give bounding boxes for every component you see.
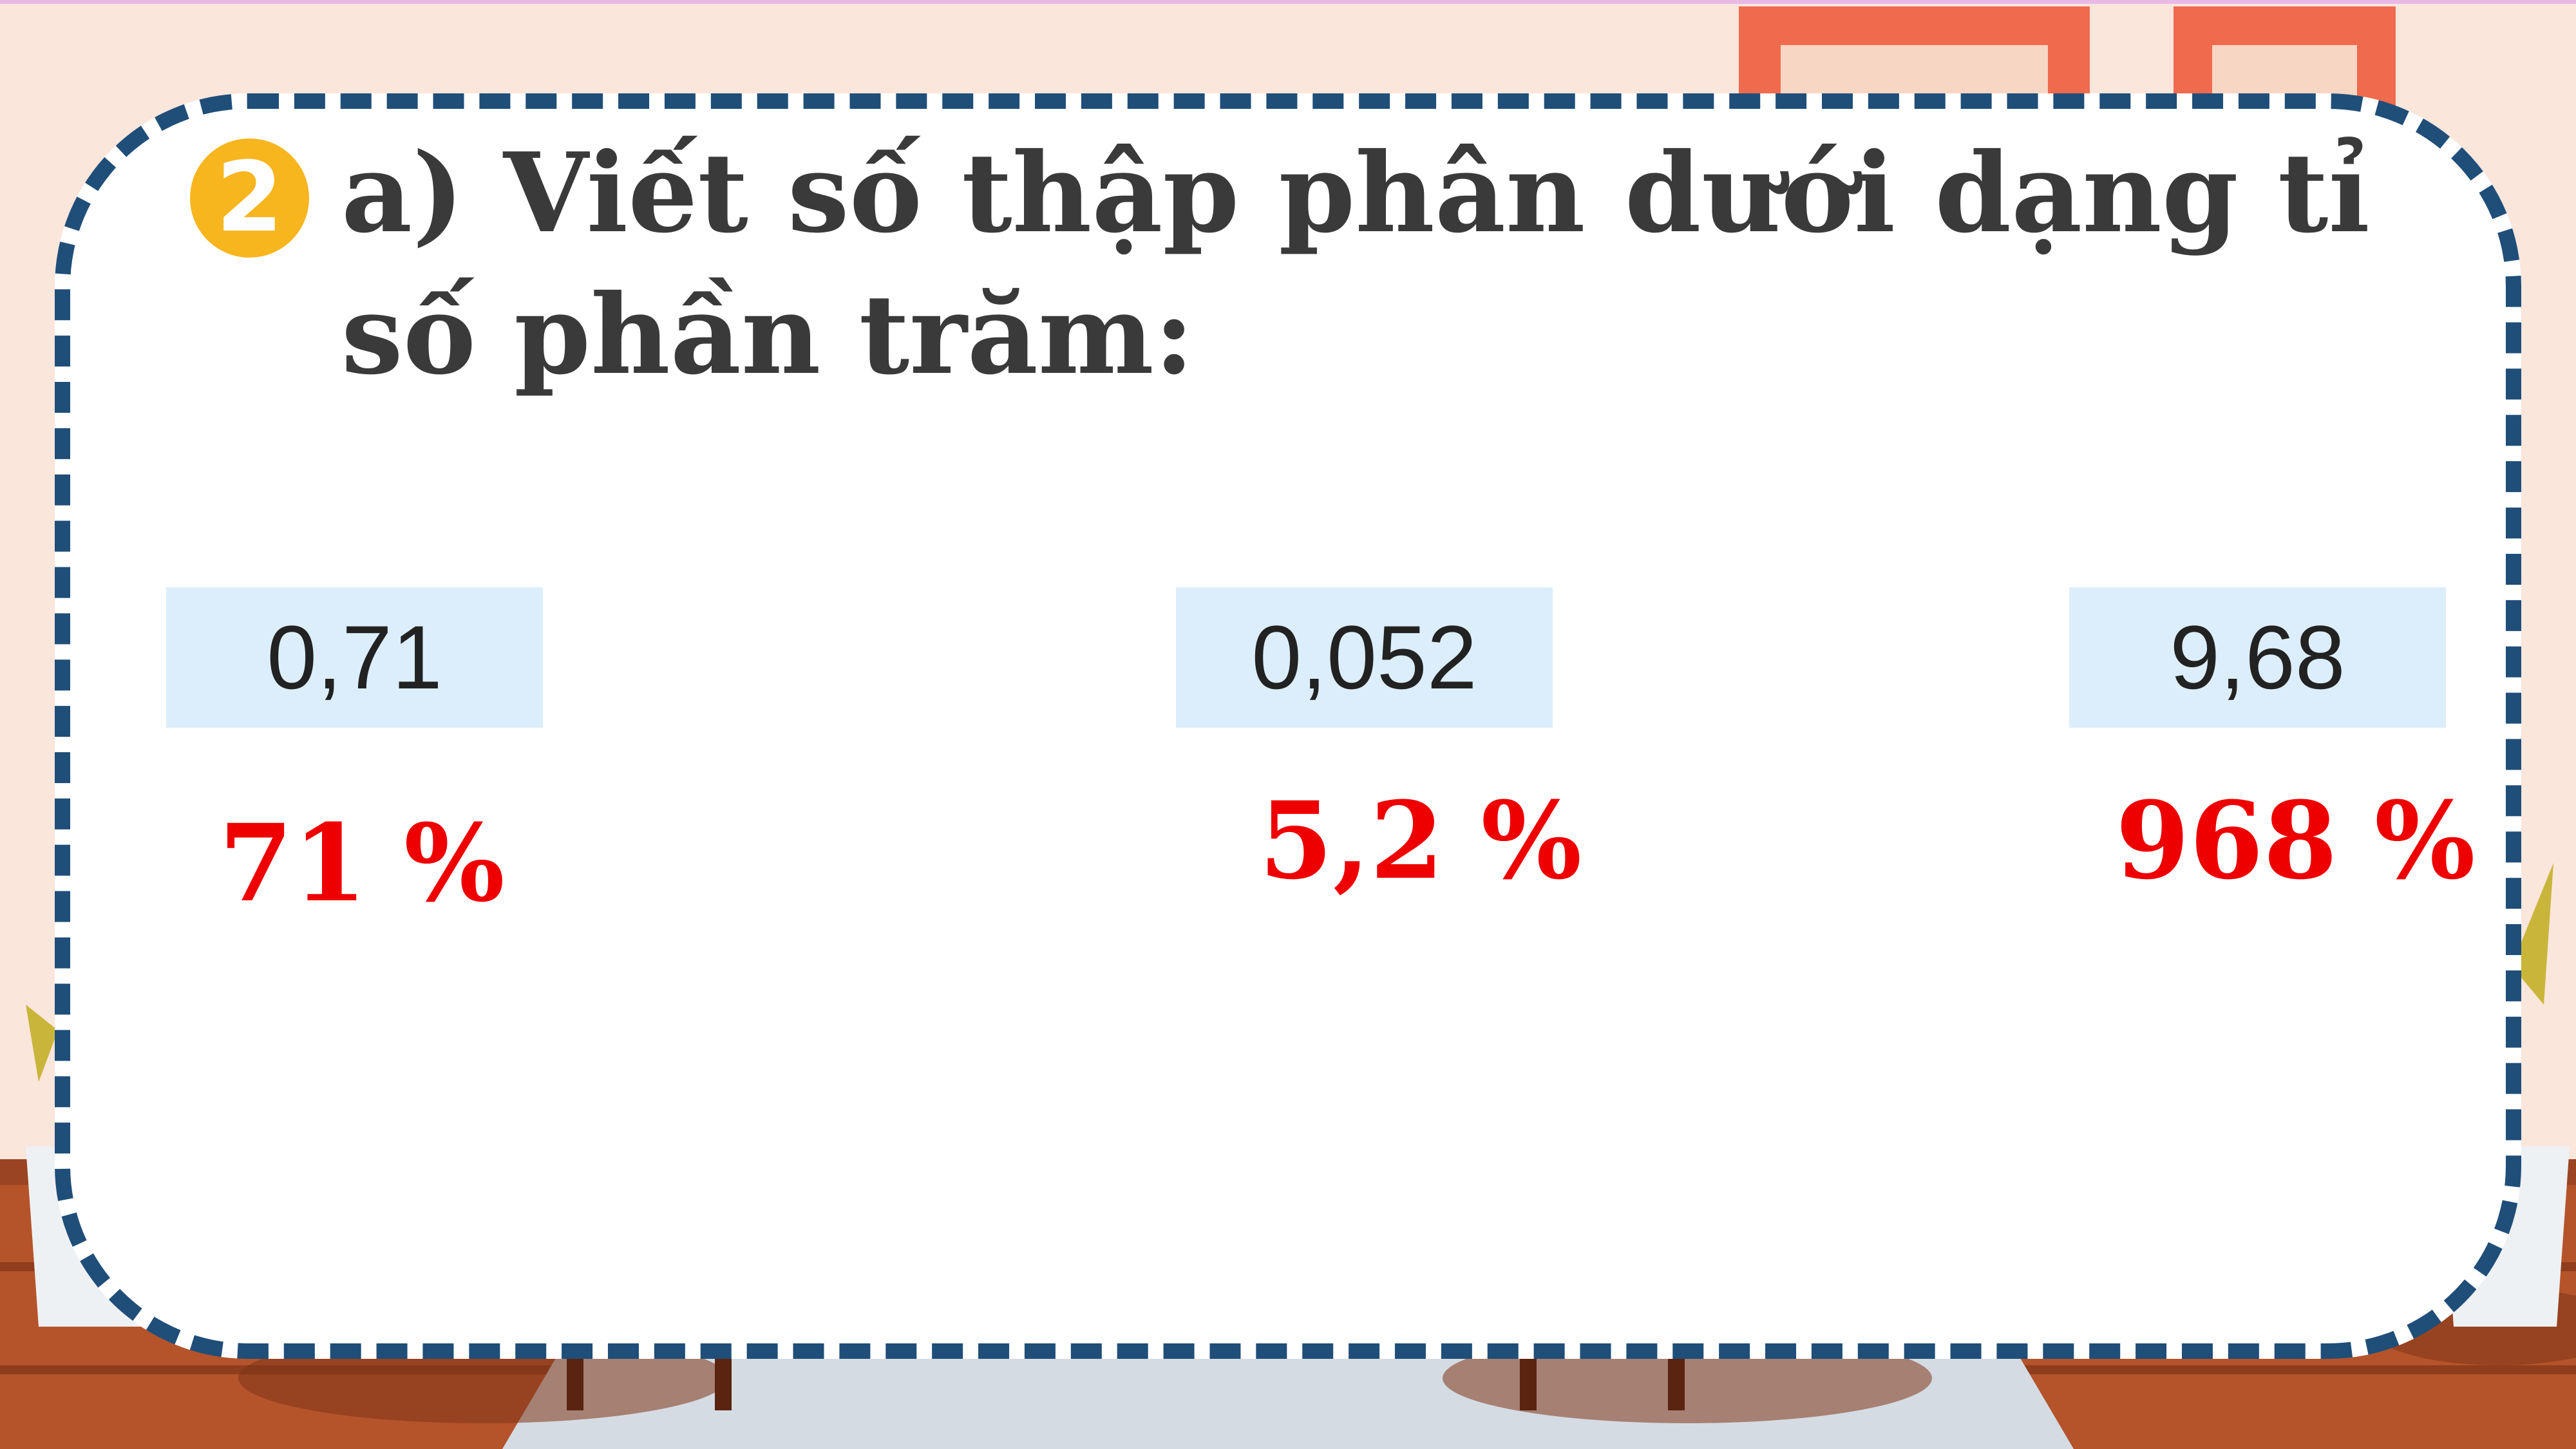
question-text: a) Viết số thập phân dưới dạng tỉ số phầ…: [341, 129, 2370, 399]
answer-1: 71 %: [219, 800, 505, 925]
decimal-box-2: 0,052: [1176, 587, 1553, 728]
answer-2: 5,2 %: [1259, 778, 1582, 903]
decimal-box-3: 9,68: [2069, 587, 2446, 728]
decimal-box-1: 0,71: [166, 587, 543, 728]
answer-3: 968 %: [2116, 778, 2476, 903]
exercise-number-badge: 2: [190, 138, 309, 258]
